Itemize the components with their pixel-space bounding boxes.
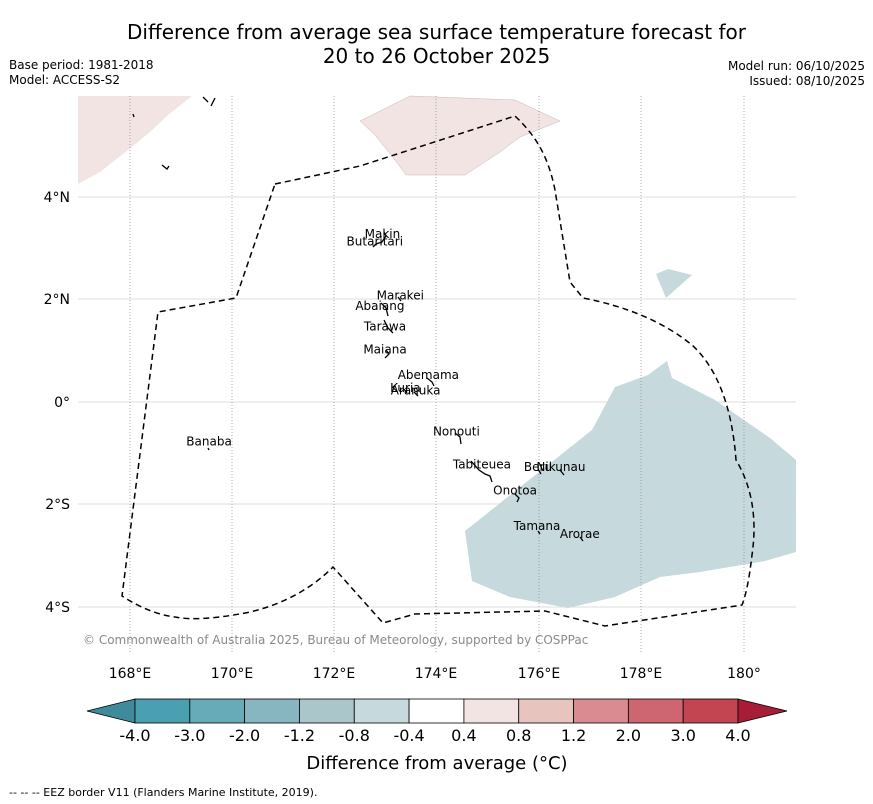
lat-label-4s: 4°S — [45, 600, 70, 616]
island-label-beru: Beru — [524, 460, 552, 474]
colorbar: -4.0 -3.0 -2.0 -1.2 -0.8 -0.4 0.4 0.8 1.2 2.0 3.0 4… — [86, 698, 788, 745]
colorbar-bin-3 — [244, 698, 300, 724]
lon-label-176e: 176°E — [518, 666, 561, 682]
colorbar-label: -1.2 — [284, 726, 315, 745]
eez-border — [121, 115, 755, 627]
colorbar-bin-9 — [573, 698, 629, 724]
colorbar-bin-11 — [682, 698, 739, 724]
colorbar-bin-7 — [463, 698, 520, 724]
island-label-abemama: Abemama — [398, 368, 459, 382]
cool-anomaly-region-southeast — [465, 361, 796, 608]
island-label-abaiang: Abaiang — [355, 299, 404, 313]
model-run: Model run: 06/10/2025 — [727, 59, 865, 73]
island-label-tamana: Tamana — [513, 519, 561, 533]
latitude-labels: 4°N 2°N 0° 2°S 4°S — [44, 190, 71, 616]
colorbar-bin-10 — [627, 698, 684, 724]
colorbar-label: -2.0 — [229, 726, 260, 745]
coastlines — [132, 96, 584, 542]
model-name: Model: ACCESS-S2 — [9, 73, 121, 87]
island-label-nonouti: Nonouti — [433, 424, 480, 438]
issue-info: Model run: 06/10/2025 Issued: 08/10/2025 — [728, 59, 865, 89]
title-line-1: Difference from average sea surface temp… — [126, 20, 746, 44]
island-label-nikunau: Nikunau — [536, 460, 585, 474]
lon-label-170e: 170°E — [211, 666, 254, 682]
colorbar-label: 2.0 — [616, 726, 641, 745]
colorbar-label: 4.0 — [725, 726, 750, 745]
island-label-aranuka: Aranuka — [391, 383, 441, 397]
lon-label-174e: 174°E — [415, 666, 458, 682]
colorbar-bin-5 — [353, 698, 410, 724]
colorbar-label: -0.8 — [339, 726, 370, 745]
colorbar-label: 3.0 — [670, 726, 695, 745]
lat-label-4n: 4°N — [44, 190, 70, 206]
island-label-tabiteuea: Tabiteuea — [452, 458, 511, 472]
lat-label-2n: 2°N — [44, 292, 70, 308]
colorbar-bin-4 — [299, 698, 355, 724]
colorbar-label: 0.4 — [451, 726, 476, 745]
title-line-2: 20 to 26 October 2025 — [322, 44, 551, 68]
colorbar-label: 0.8 — [506, 726, 531, 745]
colorbar-label: 1.2 — [561, 726, 586, 745]
colorbar-label: -3.0 — [174, 726, 205, 745]
lon-label-172e: 172°E — [313, 666, 356, 682]
gridlines — [78, 196, 796, 608]
colorbar-bin-1 — [134, 698, 191, 724]
colorbar-bin-8 — [518, 698, 574, 724]
lon-label-178e: 178°E — [620, 666, 663, 682]
island-label-tarawa: Tarawa — [363, 319, 406, 333]
island-label-marakei: Marakei — [377, 289, 424, 303]
issued-date: Issued: 08/10/2025 — [749, 74, 865, 88]
meridians — [129, 96, 745, 654]
cool-anomaly-region-small — [656, 269, 692, 298]
colorbar-extend-high — [737, 698, 788, 724]
colorbar-label: -4.0 — [119, 726, 150, 745]
colorbar-bin-6 — [408, 698, 465, 724]
colorbar-label: -0.4 — [393, 726, 424, 745]
warm-anomaly-region-north — [359, 95, 561, 176]
colorbar-extend-low — [86, 698, 136, 724]
island-label-makin: Makin — [365, 227, 401, 241]
colorbar-title: Difference from average (°C) — [306, 753, 567, 774]
warm-anomaly-region-northwest — [78, 96, 192, 184]
chart-title: Difference from average sea surface temp… — [0, 20, 873, 68]
colorbar-bin-2 — [189, 698, 246, 724]
lat-label-0: 0° — [54, 395, 70, 411]
lon-label-168e: 168°E — [109, 666, 152, 682]
model-info: Base period: 1981-2018 Model: ACCESS-S2 — [9, 58, 154, 88]
base-period: Base period: 1981-2018 — [9, 58, 154, 72]
island-label-butaritari: Butaritari — [347, 235, 404, 249]
island-label-maiana: Maiana — [363, 342, 406, 356]
island-label-arorae: Arorae — [560, 527, 600, 541]
longitude-labels: 168°E 170°E 172°E 174°E 176°E 178°E 180° — [109, 666, 761, 682]
lon-label-180: 180° — [727, 666, 761, 682]
lat-label-2s: 2°S — [45, 497, 70, 513]
island-label-banaba: Banaba — [186, 435, 232, 449]
eez-legend-note: -- -- -- EEZ border V11 (Flanders Marine… — [9, 786, 318, 799]
copyright-notice: © Commonwealth of Australia 2025, Bureau… — [83, 633, 588, 647]
island-label-onotoa: Onotoa — [493, 483, 537, 497]
island-label-kuria: Kuria — [390, 381, 421, 395]
